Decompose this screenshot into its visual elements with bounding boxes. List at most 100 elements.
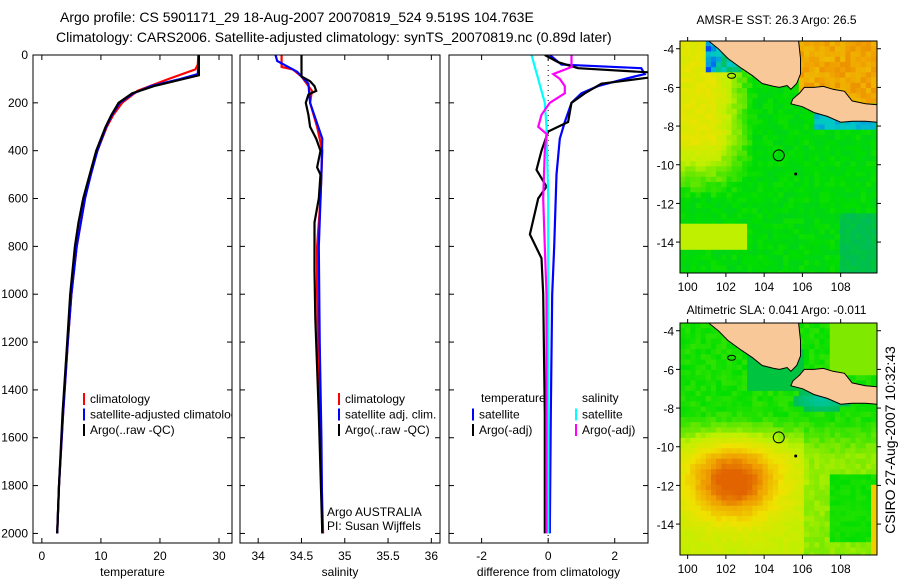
x-tick-label: 0 [39,549,46,563]
land-java [790,367,877,405]
legend-swatch [472,408,474,421]
map-title: AMSR-E SST: 26.3 Argo: 26.5 [696,13,856,27]
x-tick-label: 36 [425,549,439,563]
lon-tick-label: 106 [792,562,812,576]
lon-tick-label: 102 [716,562,736,576]
series-line-salinity-satellite [530,55,550,534]
x-axis-label: salinity [322,565,359,579]
series-line-climatology [56,55,200,534]
timestamp-stamp: CSIRO 27-Aug-2007 10:32:43 [882,346,898,534]
legend-label: satellite adj. clim. [345,408,436,422]
legend-title: salinity [582,391,619,405]
x-tick-label: 0 [545,549,552,563]
x-tick-label: 35 [338,549,352,563]
y-tick-label: 1600 [1,431,28,445]
x-tick-label: 35.5 [376,549,400,563]
legend-swatch [338,424,340,436]
lat-tick-label: -14 [657,518,675,532]
legend-label: Argo(..raw -QC) [345,423,430,437]
legend-label: satellite [582,408,623,422]
legend-swatch [472,424,474,436]
x-tick-label: 20 [153,549,167,563]
legend-label: satellite [479,408,520,422]
series-line-argo-raw-qc- [300,55,324,534]
legend-swatch [575,424,577,436]
lat-tick-label: -4 [663,325,674,339]
x-tick-label: 2 [611,549,618,563]
legend-swatch [83,408,85,421]
land-sumatra [707,323,801,373]
sst-map: AMSR-E SST: 26.3 Argo: 26.5 100 102 104 106 1… [657,13,881,294]
x-tick-label: 34 [252,549,266,563]
y-tick-label: 0 [21,48,28,62]
lat-tick-label: -6 [663,363,674,377]
map-frame [679,40,878,274]
legend-swatch [83,424,85,436]
x-axis-label: temperature [100,565,165,579]
lat-tick-label: -6 [663,81,674,95]
lon-tick-label: 106 [792,280,812,294]
lon-tick-label: 108 [831,280,851,294]
lat-tick-label: -12 [657,197,675,211]
island-enggano [727,354,737,361]
y-tick-label: 1200 [1,335,28,349]
legend-label: climatology [345,392,405,406]
legend-swatch [83,393,85,405]
land-java [790,85,877,123]
temperature-panel: 0 10 20 30 temperature 0 200 400 600 800 1000 1200 1… [1,48,233,579]
lat-tick-label: -14 [657,236,675,250]
y-tick-label: 1000 [1,287,28,301]
x-tick-label: 30 [212,549,226,563]
profile-location-marker [772,431,785,444]
lat-tick-label: -10 [657,441,675,455]
map-field [680,41,877,273]
lon-tick-label: 104 [754,562,774,576]
map-field [680,323,877,555]
lon-tick-label: 108 [831,562,851,576]
lat-tick-label: -4 [663,43,674,57]
difference-panel: -2 0 2 difference from climatology temperatu… [448,54,649,579]
y-tick-label: 200 [8,96,28,110]
lat-tick-label: -10 [657,159,675,173]
legend: climatology satellite adj. clim.Argo(..ra… [338,392,436,437]
x-tick-label: 34.5 [290,549,314,563]
lat-tick-label: -8 [663,402,674,416]
series-line-temperature-argo-adj- [528,55,648,534]
y-tick-label: 800 [8,239,28,253]
series-line-salinity-argo-adj- [536,55,573,534]
series-line-satellite-adjusted-climatology [56,55,200,534]
legend-label: climatology [90,392,150,406]
lon-tick-label: 100 [678,562,698,576]
salinity-panel: 34 34.5 35 35.5 36 salinity climatology satelli… [239,54,441,579]
y-tick-label: 2000 [1,526,28,540]
legend-swatch [575,408,577,421]
legend: climatology satellite-adjusted climatolog… [83,392,232,437]
lon-tick-label: 102 [716,280,736,294]
y-tick-label: 600 [8,192,28,206]
credit-organisation: Argo AUSTRALIA [327,505,422,519]
x-axis-label: difference from climatology [477,565,620,579]
lat-tick-label: -8 [663,120,674,134]
series-line-argo-raw-qc- [56,55,200,534]
sla-map: Altimetric SLA: 0.041 Argo: -0.011 100 102… [657,303,881,576]
profile-location-marker [772,149,785,162]
title-line-1: Argo profile: CS 5901171_29 18-Aug-2007 … [60,9,534,25]
lon-tick-label: 100 [678,280,698,294]
series-line-climatology [280,55,325,534]
plot-frame [32,54,233,544]
island-christmas [794,172,798,176]
legend: temperature salinitysatelliteArgo(-adj)sa… [472,391,635,437]
legend-label: Argo(-adj) [582,423,635,437]
x-tick-label: 10 [94,549,108,563]
map-title: Altimetric SLA: 0.041 Argo: -0.011 [687,303,867,317]
y-tick-label: 1800 [1,479,28,493]
map-frame [679,322,878,556]
series-line-satellite-adj-clim- [274,55,324,534]
island-enggano [727,72,737,79]
legend-label: Argo(-adj) [479,423,532,437]
x-tick-label: -2 [476,549,487,563]
credit-pi: PI: Susan Wijffels [327,519,421,533]
legend-swatch [338,393,340,405]
title-line-2: Climatology: CARS2006. Satellite-adjuste… [56,29,612,45]
